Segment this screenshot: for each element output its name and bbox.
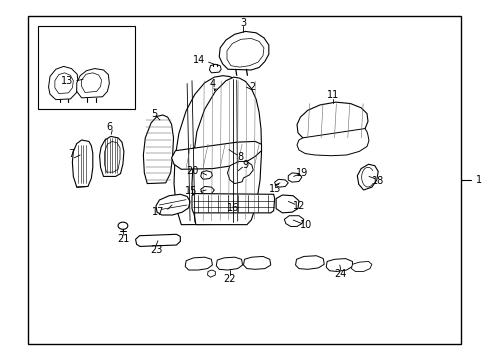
Polygon shape: [100, 136, 123, 176]
Text: 14: 14: [193, 55, 205, 65]
Polygon shape: [185, 257, 212, 270]
Text: 5: 5: [151, 109, 157, 118]
Polygon shape: [171, 141, 261, 169]
Polygon shape: [295, 256, 324, 269]
Polygon shape: [207, 270, 215, 277]
Text: 10: 10: [299, 220, 311, 230]
Text: 8: 8: [237, 152, 243, 162]
Text: 11: 11: [326, 90, 338, 100]
Bar: [38, 26, 135, 109]
Polygon shape: [81, 73, 102, 93]
Text: 2: 2: [249, 82, 255, 92]
Polygon shape: [227, 161, 253, 184]
Text: 17: 17: [152, 207, 164, 217]
Polygon shape: [287, 173, 301, 182]
Text: 23: 23: [149, 245, 162, 255]
Polygon shape: [143, 115, 173, 184]
Text: 19: 19: [295, 168, 307, 178]
Bar: [28, 16, 460, 344]
Polygon shape: [192, 77, 261, 225]
Text: 15: 15: [184, 186, 197, 197]
Polygon shape: [55, 73, 73, 94]
Polygon shape: [284, 216, 303, 226]
Polygon shape: [274, 179, 287, 187]
Polygon shape: [156, 194, 190, 215]
Polygon shape: [276, 195, 298, 213]
Polygon shape: [296, 102, 367, 139]
Polygon shape: [135, 234, 180, 247]
Text: 13: 13: [61, 76, 73, 86]
Text: 12: 12: [292, 201, 305, 211]
Polygon shape: [216, 257, 242, 270]
Text: 24: 24: [334, 269, 346, 279]
Text: 3: 3: [240, 18, 245, 28]
Polygon shape: [357, 164, 377, 190]
Text: 15: 15: [268, 184, 281, 194]
Polygon shape: [201, 171, 212, 179]
Text: 1: 1: [474, 175, 481, 185]
Polygon shape: [209, 64, 221, 73]
Polygon shape: [77, 68, 109, 98]
Polygon shape: [72, 140, 93, 187]
Polygon shape: [219, 31, 268, 70]
Polygon shape: [226, 39, 264, 67]
Polygon shape: [48, 66, 78, 100]
Polygon shape: [104, 141, 120, 172]
Polygon shape: [243, 256, 270, 269]
Polygon shape: [351, 261, 371, 271]
Text: 4: 4: [209, 79, 215, 89]
Text: 6: 6: [106, 122, 112, 132]
Polygon shape: [192, 194, 274, 213]
Polygon shape: [325, 258, 352, 271]
Polygon shape: [201, 186, 214, 194]
Text: 18: 18: [371, 176, 384, 186]
Text: 20: 20: [186, 166, 199, 176]
Polygon shape: [296, 129, 368, 156]
Text: 16: 16: [226, 203, 239, 213]
Text: 21: 21: [118, 234, 130, 244]
Text: 9: 9: [242, 160, 247, 170]
Text: 22: 22: [223, 274, 236, 284]
Text: 7: 7: [68, 149, 74, 159]
Polygon shape: [174, 76, 246, 225]
